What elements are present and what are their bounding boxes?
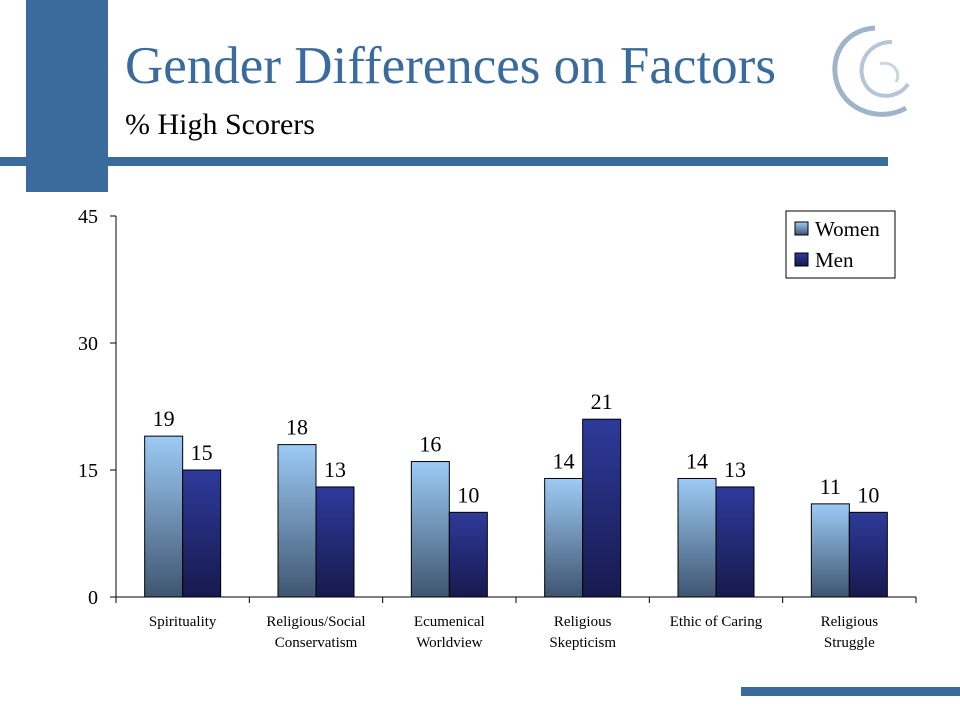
chart-bars (144, 418, 888, 598)
footer-accent-rule (741, 687, 960, 696)
women-bar (144, 435, 184, 598)
x-category-label: Conservatism (275, 635, 358, 651)
men-bar (315, 486, 355, 598)
chart-labels: 19 15 Spirituality 18 13 Religious/Social Cons… (149, 389, 879, 651)
slide-title: Gender Differences on Factors (125, 37, 776, 95)
women-data-label: 19 (153, 406, 175, 431)
men-data-label: 13 (324, 457, 346, 482)
swirl-logo-icon (832, 25, 910, 117)
slide-subtitle: % High Scorers (125, 108, 315, 141)
x-category-label: Religious (554, 614, 612, 630)
women-bar (810, 503, 850, 598)
bar-chart: 0 15 30 45 19 15 Spirituality 18 13 Religious/So… (78, 206, 917, 651)
legend-label-men: Men (815, 248, 854, 272)
men-data-label: 15 (191, 440, 213, 465)
women-data-label: 11 (820, 474, 841, 499)
men-data-label: 13 (724, 457, 746, 482)
legend-swatch-women (794, 221, 809, 236)
men-bar (848, 511, 888, 598)
y-tick-label: 0 (88, 587, 98, 609)
x-category-label: Religious/Social (266, 614, 365, 630)
x-category-label: Ecumenical (414, 614, 485, 630)
women-bar (544, 477, 584, 598)
chart-legend: Women Men (785, 210, 896, 279)
women-bar (677, 477, 717, 598)
women-bar (410, 461, 450, 598)
x-category-label: Skepticism (549, 635, 616, 651)
x-category-label: Ethic of Caring (670, 614, 763, 630)
women-data-label: 16 (419, 432, 441, 457)
men-data-label: 10 (857, 482, 879, 507)
x-category-label: Religious (821, 614, 879, 630)
x-category-label: Spirituality (149, 614, 217, 630)
men-bar (182, 469, 222, 598)
women-data-label: 14 (553, 448, 575, 473)
chart-axes: 0 15 30 45 (78, 206, 917, 609)
y-tick-label: 45 (78, 206, 98, 228)
legend-label-women: Women (815, 217, 880, 241)
men-bar (582, 418, 622, 598)
women-bar (277, 444, 317, 598)
y-tick-label: 15 (78, 460, 98, 482)
women-data-label: 14 (686, 448, 708, 473)
x-category-label: Worldview (416, 635, 482, 651)
men-bar (715, 486, 755, 598)
men-data-label: 10 (457, 482, 479, 507)
men-bar (448, 511, 488, 598)
y-tick-label: 30 (78, 333, 98, 355)
x-category-label: Struggle (824, 635, 875, 651)
men-data-label: 21 (591, 389, 613, 414)
legend-swatch-men (794, 252, 809, 267)
title-underline-rule (0, 157, 888, 166)
women-data-label: 18 (286, 415, 308, 440)
